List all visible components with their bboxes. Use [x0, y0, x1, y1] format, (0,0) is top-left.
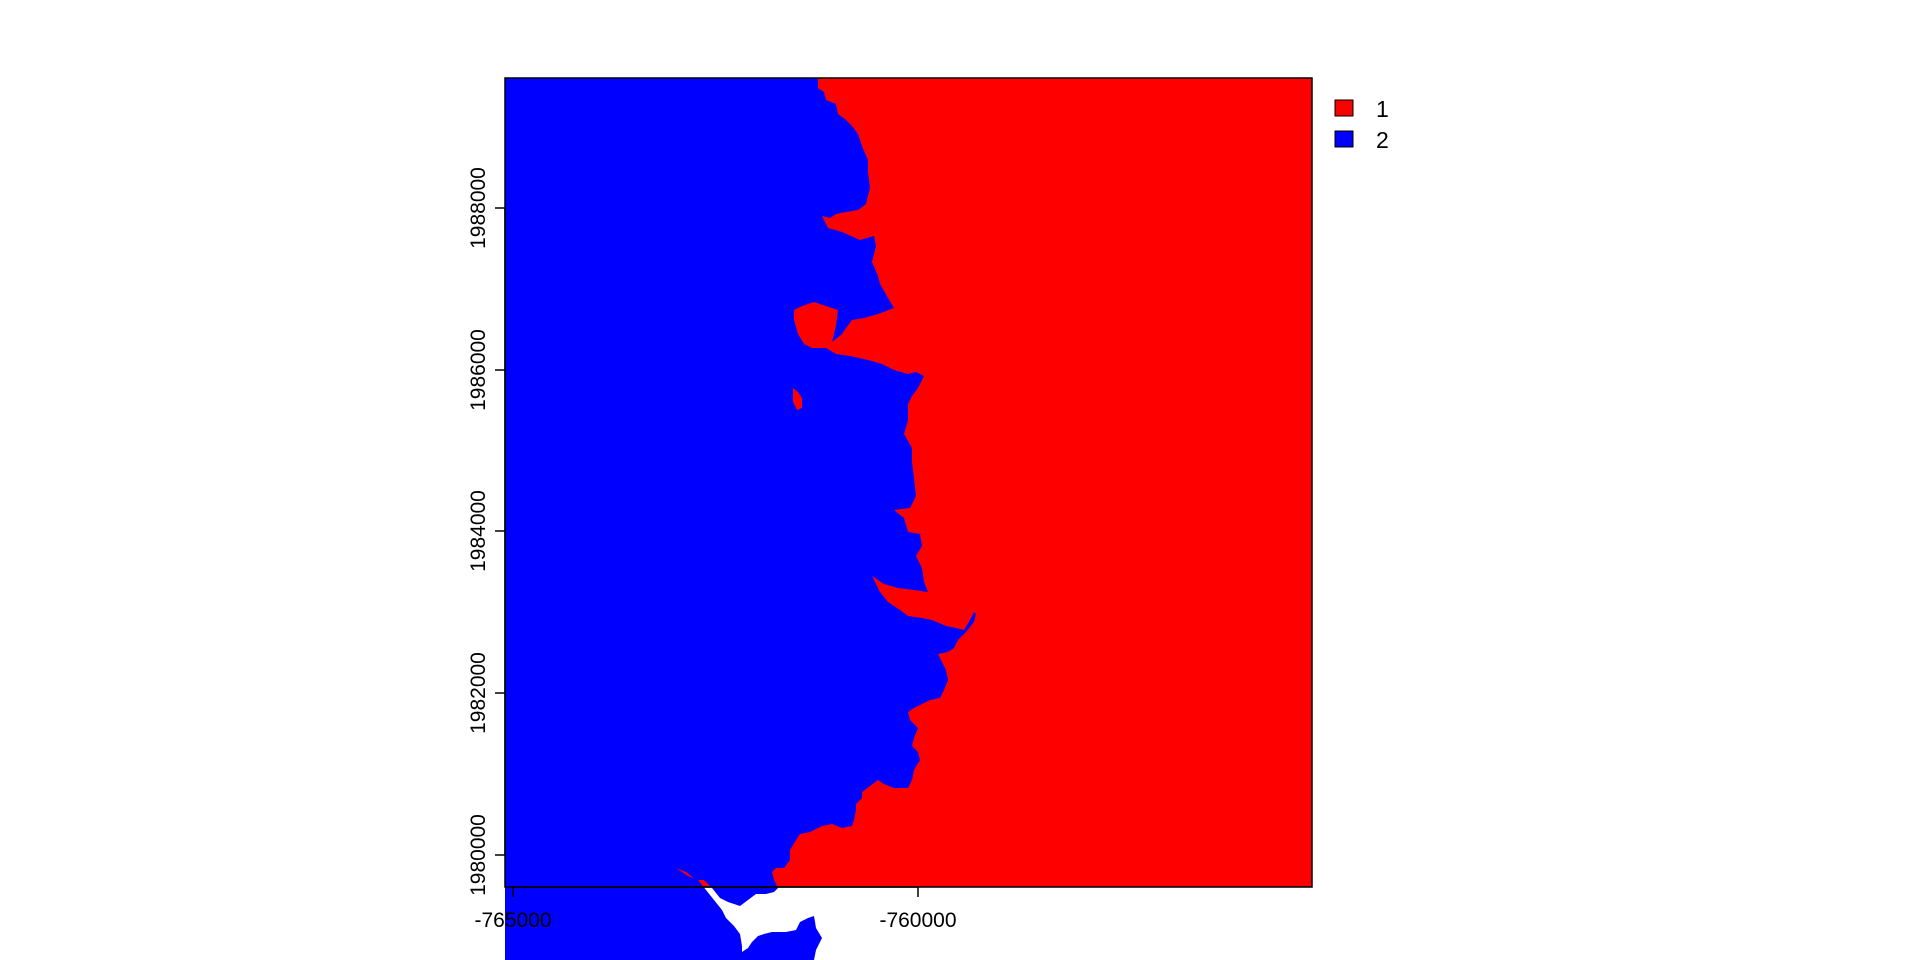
y-tick-label: 1982000	[467, 652, 490, 734]
legend-label-2: 2	[1376, 127, 1389, 153]
legend: 1 2	[1334, 96, 1389, 153]
x-tick-label: -765000	[474, 909, 551, 932]
legend-swatch-1	[1334, 99, 1354, 117]
x-tick-label: -760000	[879, 909, 956, 932]
y-tick-label: 1986000	[467, 329, 490, 411]
y-tick-label: 1988000	[467, 167, 490, 249]
raster-plot	[504, 77, 1313, 960]
legend-swatch-2	[1334, 130, 1354, 148]
class-2-region	[505, 78, 976, 960]
y-tick-label: 1980000	[467, 814, 490, 896]
y-axis: 1980000 1982000 1984000 1986000 1988000	[467, 167, 506, 896]
x-axis: -765000 -760000	[474, 886, 957, 932]
legend-label-1: 1	[1376, 96, 1389, 122]
y-tick-label: 1984000	[467, 490, 490, 572]
